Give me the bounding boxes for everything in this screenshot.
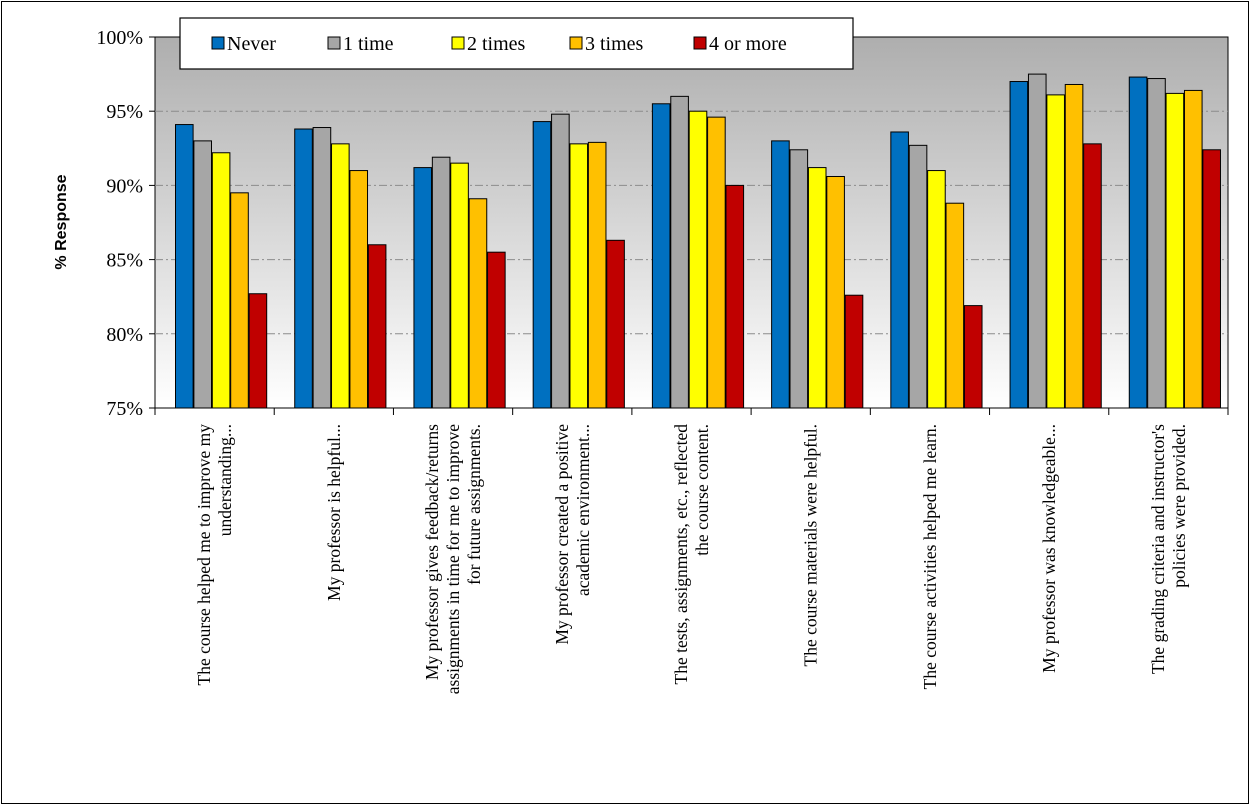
legend-label: 3 times: [585, 33, 644, 55]
bar-4-or-more: [844, 294, 864, 409]
category-label-line: The course activities helped me learn.: [920, 424, 940, 689]
bar-2-times: [927, 170, 946, 409]
y-tick-label: 75%: [106, 398, 143, 420]
bar-3-times: [1183, 89, 1203, 409]
category-label-line: The course helped me to improve my: [194, 424, 214, 686]
bar-4-or-more: [487, 251, 506, 409]
bar-1-time: [193, 140, 212, 409]
bar-2-times: [569, 143, 589, 409]
bar-never: [890, 131, 909, 409]
y-tick-label: 85%: [106, 250, 143, 272]
category-label: The grading criteria and instructor's pol…: [1148, 424, 1189, 674]
bar-never: [175, 124, 194, 409]
bar-2-times: [688, 110, 708, 409]
legend-label: Never: [227, 33, 276, 55]
category-label-line: My professor created a positive: [552, 424, 572, 645]
legend-label: 1 time: [343, 33, 394, 55]
bar-never: [771, 140, 790, 409]
bar-never: [651, 103, 671, 409]
bar-3-times: [945, 202, 965, 409]
category-label: The tests, assignments, etc., reflected t…: [671, 424, 712, 685]
category-label-line: The grading criteria and instructor's: [1148, 424, 1168, 674]
bar-1-time: [551, 113, 570, 409]
bar-3-times: [230, 192, 249, 409]
bar-4-or-more: [367, 244, 387, 409]
bar-1-time: [670, 95, 689, 409]
legend-swatch: [693, 36, 707, 50]
category-label-line: My professor was knowledgeable...: [1039, 424, 1059, 673]
category-label: My professor created a positive academic …: [552, 424, 593, 645]
legend-label: 4 or more: [709, 33, 787, 55]
x-axis: The course helped me to improve my unders…: [154, 408, 1229, 694]
bar-never: [413, 167, 433, 409]
category-label: My professor was knowledgeable...: [1039, 424, 1059, 673]
y-tick-label: 90%: [106, 175, 143, 197]
category-label-line: the course content.: [692, 424, 712, 556]
legend: Never 1 time 2 times 3 times 4 or more: [179, 17, 854, 70]
bar-4-or-more: [606, 239, 625, 409]
bar-4-or-more: [963, 305, 983, 409]
bar-4-or-more: [1083, 143, 1102, 409]
bar-3-times: [587, 141, 607, 409]
category-label-line: assignments in time for me to improve: [443, 424, 463, 694]
bar-2-times: [1165, 92, 1185, 409]
legend-box: [179, 17, 854, 70]
bar-1-time: [431, 156, 451, 409]
bar-3-times: [826, 175, 845, 409]
category-label-line: The tests, assignments, etc., reflected: [671, 424, 691, 685]
category-label-line: My professor is helpful...: [324, 424, 344, 601]
bar-1-time: [1027, 73, 1047, 409]
category-label-line: for future assignments.: [464, 424, 484, 585]
category-label: My professor gives feedback/returns assig…: [422, 424, 484, 694]
bar-4-or-more: [725, 184, 745, 409]
bar-1-time: [789, 149, 809, 409]
bar-2-times: [211, 152, 231, 409]
category-label: The course helped me to improve my unders…: [194, 424, 235, 686]
bar-2-times: [450, 162, 469, 409]
category-label: The course activities helped me learn.: [920, 424, 940, 689]
bar-3-times: [1064, 83, 1084, 409]
category-label-line: My professor gives feedback/returns: [422, 424, 442, 680]
bar-never: [1128, 76, 1148, 409]
y-tick-label: 95%: [106, 101, 143, 123]
legend-label: 2 times: [467, 33, 526, 55]
category-label: The course materials were helpful.: [801, 424, 821, 666]
bar-never: [532, 121, 552, 409]
category-label-line: academic environment...: [573, 424, 593, 596]
bar-3-times: [468, 198, 488, 409]
bar-never: [294, 128, 313, 409]
legend-swatch: [327, 36, 341, 50]
bar-1-time: [908, 144, 928, 409]
legend-swatch: [211, 36, 225, 50]
bars: [175, 73, 1221, 409]
bar-4-or-more: [248, 293, 268, 409]
category-label: My professor is helpful...: [324, 424, 344, 601]
y-tick-label: 80%: [106, 324, 143, 346]
category-label-line: understanding...: [215, 424, 235, 536]
y-axis: 75% 80% 85% 90% 95% 100%: [96, 27, 155, 420]
category-label-line: The course materials were helpful.: [801, 424, 821, 666]
bar-2-times: [331, 143, 350, 409]
legend-swatch: [451, 36, 465, 50]
bar-3-times: [707, 116, 726, 409]
legend-swatch: [569, 36, 583, 50]
bar-2-times: [1046, 94, 1065, 409]
bar-1-time: [1147, 78, 1166, 409]
bar-4-or-more: [1202, 149, 1221, 409]
bar-1-time: [312, 127, 332, 409]
y-axis-title: % Response: [53, 174, 70, 269]
y-tick-label: 100%: [96, 27, 143, 49]
bar-never: [1009, 81, 1029, 409]
bar-2-times: [807, 167, 827, 409]
category-label-line: policies were provided.: [1169, 424, 1189, 588]
bar-3-times: [349, 170, 369, 409]
